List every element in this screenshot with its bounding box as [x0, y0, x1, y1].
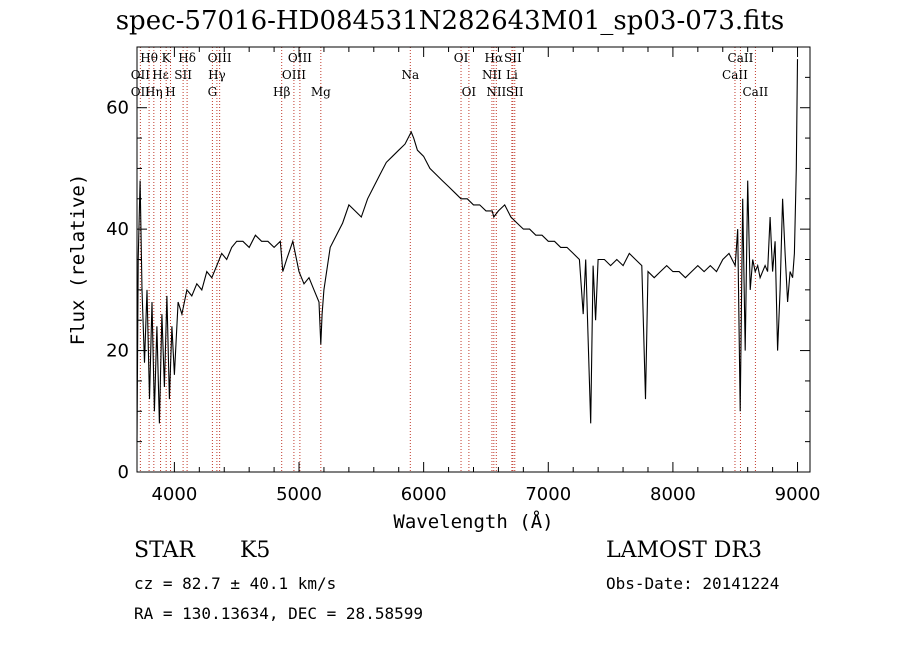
- x-tick-label-8000: 8000: [650, 484, 696, 505]
- spectrum-series: [136, 59, 799, 442]
- line-label-18: OI: [462, 85, 477, 99]
- redshift-cz: cz = 82.7 ± 40.1 km/s: [134, 574, 337, 593]
- line-label-14: Hβ: [273, 85, 290, 99]
- line-label-2: OII: [131, 85, 151, 99]
- spectrum-line: [136, 59, 799, 442]
- line-label-4: Hη: [145, 85, 163, 99]
- x-tick-label-9000: 9000: [775, 484, 821, 505]
- line-label-13: OIII: [282, 68, 306, 82]
- line-label-24: SII: [506, 85, 524, 99]
- x-tick-label-7000: 7000: [525, 484, 571, 505]
- line-label-9: OIII: [208, 51, 232, 65]
- plot-frame: [136, 46, 811, 473]
- line-label-17: OI: [454, 51, 469, 65]
- observation-date: Obs-Date: 20141224: [606, 574, 780, 593]
- line-label-7: H: [165, 85, 175, 99]
- object-class: STAR: [134, 538, 195, 563]
- line-label-22: Li: [506, 68, 518, 82]
- x-tick-label-4000: 4000: [151, 484, 197, 505]
- axis-ticks: [137, 46, 810, 473]
- y-tick-label-40: 40: [106, 219, 129, 240]
- line-label-16: Na: [401, 68, 419, 82]
- line-label-25: CaII: [728, 51, 754, 65]
- line-label-10: Hγ: [208, 68, 226, 82]
- subclass: K5: [240, 538, 271, 563]
- y-tick-label-60: 60: [106, 98, 129, 119]
- line-label-20: SII: [504, 51, 522, 65]
- line-label-3: Hε: [152, 68, 169, 82]
- chart-title: spec-57016-HD084531N282643M01_sp03-073.f…: [115, 6, 785, 36]
- line-label-11: G: [208, 85, 218, 99]
- x-tick-label-5000: 5000: [276, 484, 322, 505]
- coordinates: RA = 130.13634, DEC = 28.58599: [134, 604, 423, 623]
- x-tick-label-6000: 6000: [401, 484, 447, 505]
- line-markers: [139, 47, 756, 472]
- line-label-6: SII: [174, 68, 192, 82]
- line-label-26: CaII: [722, 68, 748, 82]
- line-label-21: NII: [482, 68, 502, 82]
- line-label-12: OIII: [288, 51, 312, 65]
- line-label-0: Hθ: [140, 51, 158, 65]
- line-label-23: NII: [486, 85, 506, 99]
- survey-name: LAMOST DR3: [606, 538, 762, 563]
- x-axis-label: Wavelength (Å): [393, 510, 553, 533]
- line-label-8: Hδ: [178, 51, 196, 65]
- line-label-15: Mg: [311, 85, 331, 99]
- line-label-27: CaII: [742, 85, 768, 99]
- line-label-1: OII: [131, 68, 151, 82]
- line-label-19: Hα: [485, 51, 504, 65]
- y-tick-label-20: 20: [106, 341, 129, 362]
- y-axis-label: Flux (relative): [67, 174, 89, 346]
- line-label-5: K: [162, 51, 172, 65]
- y-tick-label-0: 0: [118, 462, 129, 483]
- axis-tick-labels: 4000 5000 6000 7000 8000 9000 0 20 40 60: [106, 98, 820, 505]
